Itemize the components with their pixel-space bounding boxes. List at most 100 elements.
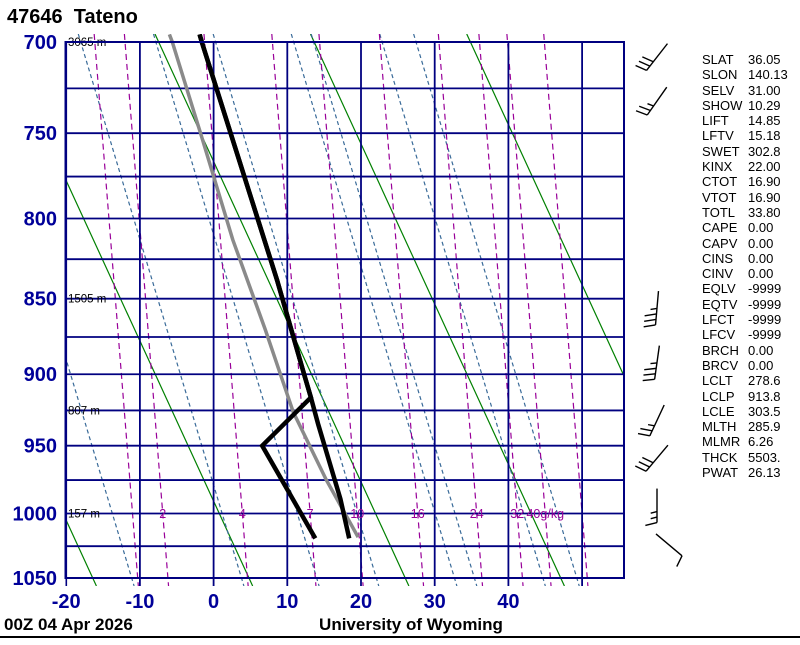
stat-key: THCK: [702, 449, 738, 465]
pressure-axis-label: 700: [24, 32, 57, 54]
stat-value: 16.90: [748, 174, 781, 190]
stat-value: 33.80: [748, 204, 781, 220]
wind-barb: [635, 86, 668, 116]
moist-adiabat-line: [290, 34, 458, 586]
dry-adiabat-line: [466, 34, 624, 378]
stat-row: CTOT 16.90: [702, 174, 798, 189]
stat-key: LFTV: [702, 128, 734, 144]
stat-key: LFCV: [702, 327, 736, 343]
stat-row: SHOW 10.29: [702, 98, 798, 113]
stat-key: MLMR: [702, 434, 741, 450]
stat-key: CINV: [702, 266, 734, 282]
stat-value: 31.00: [748, 82, 781, 98]
mixing-ratio-label: 32: [510, 507, 524, 521]
stat-value: 6.26: [748, 434, 774, 450]
stat-key: SHOW: [702, 97, 743, 113]
stat-key: VTOT: [702, 189, 737, 205]
mixing-ratio-line: [123, 34, 170, 586]
stat-row: THCK 5503.: [702, 450, 798, 465]
stat-row: LFCT -9999: [702, 312, 798, 327]
mixing-ratio-line: [93, 34, 139, 586]
stat-row: CAPE 0.00: [702, 220, 798, 235]
dewpoint-trace: [197, 34, 318, 540]
stat-row: LCLP 913.8: [702, 389, 798, 404]
moist-adiabat-line: [413, 34, 580, 586]
stat-value: 14.85: [748, 113, 781, 129]
stat-row: SLAT 36.05: [702, 52, 798, 67]
stat-key: CINS: [702, 250, 734, 266]
mixing-ratio-label: 10: [350, 507, 364, 521]
stat-row: SLON 140.13: [702, 67, 798, 82]
stat-key: SLAT: [702, 52, 734, 67]
stat-key: SELV: [702, 82, 735, 98]
stat-key: EQTV: [702, 296, 738, 312]
stat-row: CAPV 0.00: [702, 236, 798, 251]
parcel-trace: [167, 34, 360, 538]
stat-row: MLMR 6.26: [702, 434, 798, 449]
mixing-ratio-label: 40g/kg: [526, 507, 564, 521]
stat-key: PWAT: [702, 465, 739, 481]
moist-adiabat-line: [77, 34, 245, 586]
stats-panel: SLAT 36.05 SLON 140.13 SELV 31.00 SHOW 10.29 LIF…: [702, 52, 798, 480]
temperature-trace: [197, 34, 352, 539]
mixing-ratio-label: 4: [239, 507, 246, 521]
mixing-ratio-line: [203, 34, 249, 586]
stat-value: 0.00: [748, 235, 774, 251]
dry-adiabat-line: [309, 34, 565, 586]
stat-row: MLTH 285.9: [702, 419, 798, 434]
stat-value: -9999: [748, 281, 782, 297]
stat-value: 0.00: [748, 357, 774, 373]
stat-key: LCLP: [702, 388, 735, 404]
pressure-axis-label: 850: [24, 289, 57, 311]
stat-value: 10.29: [748, 97, 781, 113]
pressure-axis-label: 900: [24, 364, 57, 386]
mixing-ratio-line: [437, 34, 484, 586]
wind-barb: [645, 488, 658, 527]
stat-key: LCLT: [702, 373, 733, 389]
temp-axis-label: 0: [208, 591, 219, 613]
stat-key: CTOT: [702, 174, 738, 190]
stat-value: 0.00: [748, 250, 774, 266]
stat-value: 913.8: [748, 388, 781, 404]
stat-value: 36.05: [748, 52, 781, 67]
sounding-datetime: 00Z 04 Apr 2026: [4, 615, 133, 634]
mixing-ratio-line: [543, 34, 589, 586]
stat-row: TOTL 33.80: [702, 205, 798, 220]
mixing-ratio-line: [478, 34, 524, 586]
stat-row: PWAT 26.13: [702, 465, 798, 480]
wind-barb: [637, 404, 665, 437]
stat-key: LFCT: [702, 312, 735, 328]
height-label: 807 m: [68, 405, 100, 417]
stat-value: 5503.: [748, 449, 781, 465]
stat-value: -9999: [748, 327, 782, 343]
mixing-ratio-label: 24: [470, 507, 484, 521]
stat-row: CINS 0.00: [702, 251, 798, 266]
stat-row: SELV 31.00: [702, 83, 798, 98]
stat-value: 140.13: [748, 67, 788, 83]
stat-key: KINX: [702, 159, 733, 175]
pressure-axis-label: 1050: [13, 568, 58, 590]
stat-row: LCLT 278.6: [702, 373, 798, 388]
mixing-ratio-label: 2: [159, 507, 166, 521]
stat-key: EQLV: [702, 281, 736, 297]
stat-value: 15.18: [748, 128, 781, 144]
mixing-ratio-line: [318, 34, 364, 586]
temp-axis-label: 20: [350, 591, 372, 613]
pressure-axis-label: 750: [24, 123, 57, 145]
wind-barb: [635, 43, 669, 72]
stat-key: TOTL: [702, 204, 735, 220]
mixing-ratio-line: [378, 34, 425, 586]
mixing-ratio-label: 7: [307, 507, 314, 521]
wind-barb: [642, 345, 661, 382]
stat-value: 16.90: [748, 189, 781, 205]
stat-key: LCLE: [702, 403, 735, 419]
stat-row: EQTV -9999: [702, 297, 798, 312]
stat-value: 0.00: [748, 266, 774, 282]
dry-adiabat-line: [154, 34, 410, 586]
stat-row: LFTV 15.18: [702, 128, 798, 143]
stat-row: EQLV -9999: [702, 281, 798, 296]
height-label: 1505 m: [68, 294, 106, 306]
stat-row: VTOT 16.90: [702, 190, 798, 205]
